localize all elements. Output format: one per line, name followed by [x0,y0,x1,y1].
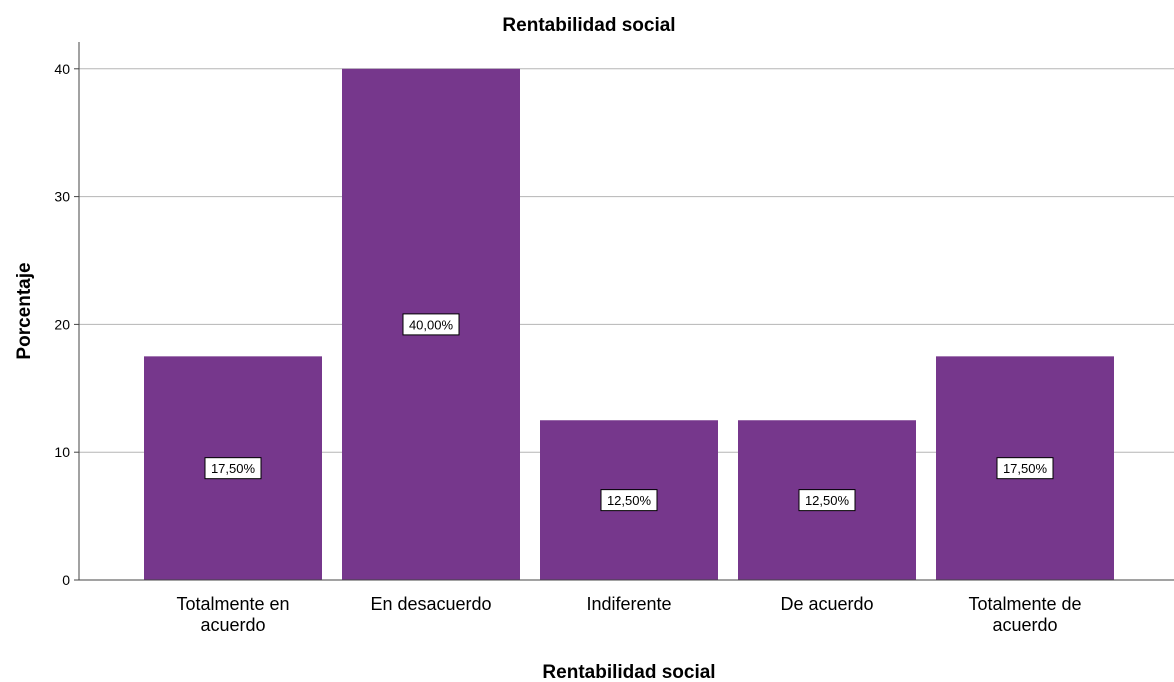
data-label: 12,50% [607,493,652,508]
y-tick-label: 30 [54,189,70,205]
x-axis-title: Rentabilidad social [542,662,715,682]
data-label-box [798,489,856,512]
chart-title: Rentabilidad social [502,15,675,36]
x-category-label: En desacuerdo [370,594,491,614]
y-tick-labels: 0 10 20 30 40 [54,61,79,588]
data-label: 17,50% [211,461,256,476]
data-label: 12,50% [805,493,850,508]
x-category-label: acuerdo [200,615,265,635]
data-label-box [996,457,1054,480]
x-category-label: De acuerdo [780,594,873,614]
y-tick-label: 20 [54,316,70,332]
x-category-label: Indiferente [586,594,671,614]
data-label: 17,50% [1003,461,1048,476]
x-category-label: Totalmente en [176,594,289,614]
y-tick-label: 10 [54,444,70,460]
data-labels: 17,50% 40,00% 12,50% 12,50% 17,50% [204,313,1054,512]
x-category-label: acuerdo [992,615,1057,635]
data-label-box [402,313,460,336]
data-label-box [600,489,658,512]
axes [78,42,1174,581]
y-tick-label: 40 [54,61,70,77]
data-label: 40,00% [409,317,454,332]
y-tick-label: 0 [62,572,70,588]
data-label-box [204,457,262,480]
x-category-label: Totalmente de [968,594,1081,614]
y-axis-title: Porcentaje [14,262,35,359]
